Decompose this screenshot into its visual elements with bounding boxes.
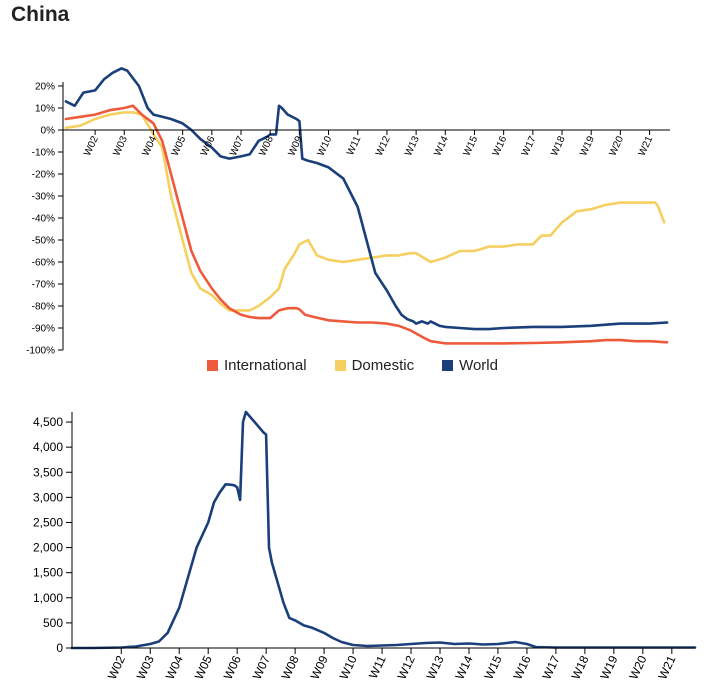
y-tick-label: 2,000 (33, 541, 63, 555)
y-tick-label: 10% (35, 104, 55, 115)
x-tick-label: W15 (482, 653, 505, 682)
y-tick-label: 4,500 (33, 415, 63, 429)
y-tick-label: 0% (41, 126, 56, 137)
x-tick-label: W13 (424, 653, 447, 682)
y-tick-label: -80% (32, 302, 55, 313)
x-tick-label: W06 (221, 653, 244, 682)
x-tick-label: W03 (134, 653, 157, 682)
y-tick-label: -20% (32, 170, 55, 181)
x-tick-label: W02 (105, 653, 128, 682)
legend-item-world: World (442, 357, 498, 374)
x-tick-label: W09 (308, 653, 331, 682)
y-tick-label: 3,000 (33, 490, 63, 504)
x-tick-label: W10 (337, 653, 360, 682)
y-tick-label: 2,500 (33, 515, 63, 529)
x-tick-label: W21 (655, 653, 678, 682)
legend-item-domestic: Domestic (334, 357, 415, 374)
x-tick-label: W04 (163, 653, 186, 682)
y-tick-label: 0 (56, 641, 63, 655)
legend-swatch-international (207, 360, 218, 371)
y-tick-label: 20% (35, 82, 55, 93)
page-title: China (11, 3, 70, 26)
series-line-domestic (64, 111, 666, 312)
y-tick-label: 1,500 (33, 566, 63, 580)
legend-swatch-world (442, 360, 454, 371)
y-tick-label: -50% (32, 236, 55, 247)
y-tick-label: 1,000 (33, 591, 63, 605)
x-tick-label: W12 (395, 653, 418, 682)
x-tick-label: W18 (568, 653, 591, 682)
series-line-cases (70, 410, 697, 650)
x-tick-label: W19 (597, 653, 620, 682)
legend-swatch-domestic (334, 360, 346, 371)
x-tick-label: W16 (511, 653, 534, 682)
series-line-international (64, 104, 669, 345)
chart-legend: International Domestic World (0, 357, 705, 374)
x-tick-label: W11 (366, 653, 389, 681)
y-tick-label: -100% (26, 346, 55, 357)
x-tick-label: W17 (540, 653, 563, 682)
legend-label-world: World (459, 357, 498, 374)
y-tick-label: -60% (32, 258, 55, 269)
x-tick-label: W14 (453, 653, 476, 682)
x-tick-label: W05 (192, 653, 215, 682)
y-tick-label: 3,500 (33, 465, 63, 479)
legend-label-domestic: Domestic (351, 357, 415, 374)
legend-item-international: International (207, 357, 307, 374)
y-tick-label: 4,000 (33, 440, 63, 454)
y-tick-label: -90% (32, 324, 55, 335)
x-tick-label: W08 (279, 653, 302, 682)
y-tick-label: 500 (43, 616, 63, 630)
y-tick-label: -70% (32, 280, 55, 291)
legend-label-international: International (224, 357, 307, 374)
travel-change-chart: 20% 10% 0% -10% -20% -30% -40% -50% -60% -70% -80%… (26, 67, 670, 357)
series-line-world (64, 67, 669, 331)
x-tick-label: W07 (250, 653, 273, 682)
y-tick-label: -30% (32, 192, 55, 203)
y-tick-label: -10% (32, 148, 55, 159)
y-tick-label: -40% (32, 214, 55, 225)
x-tick-label: W20 (626, 653, 649, 682)
